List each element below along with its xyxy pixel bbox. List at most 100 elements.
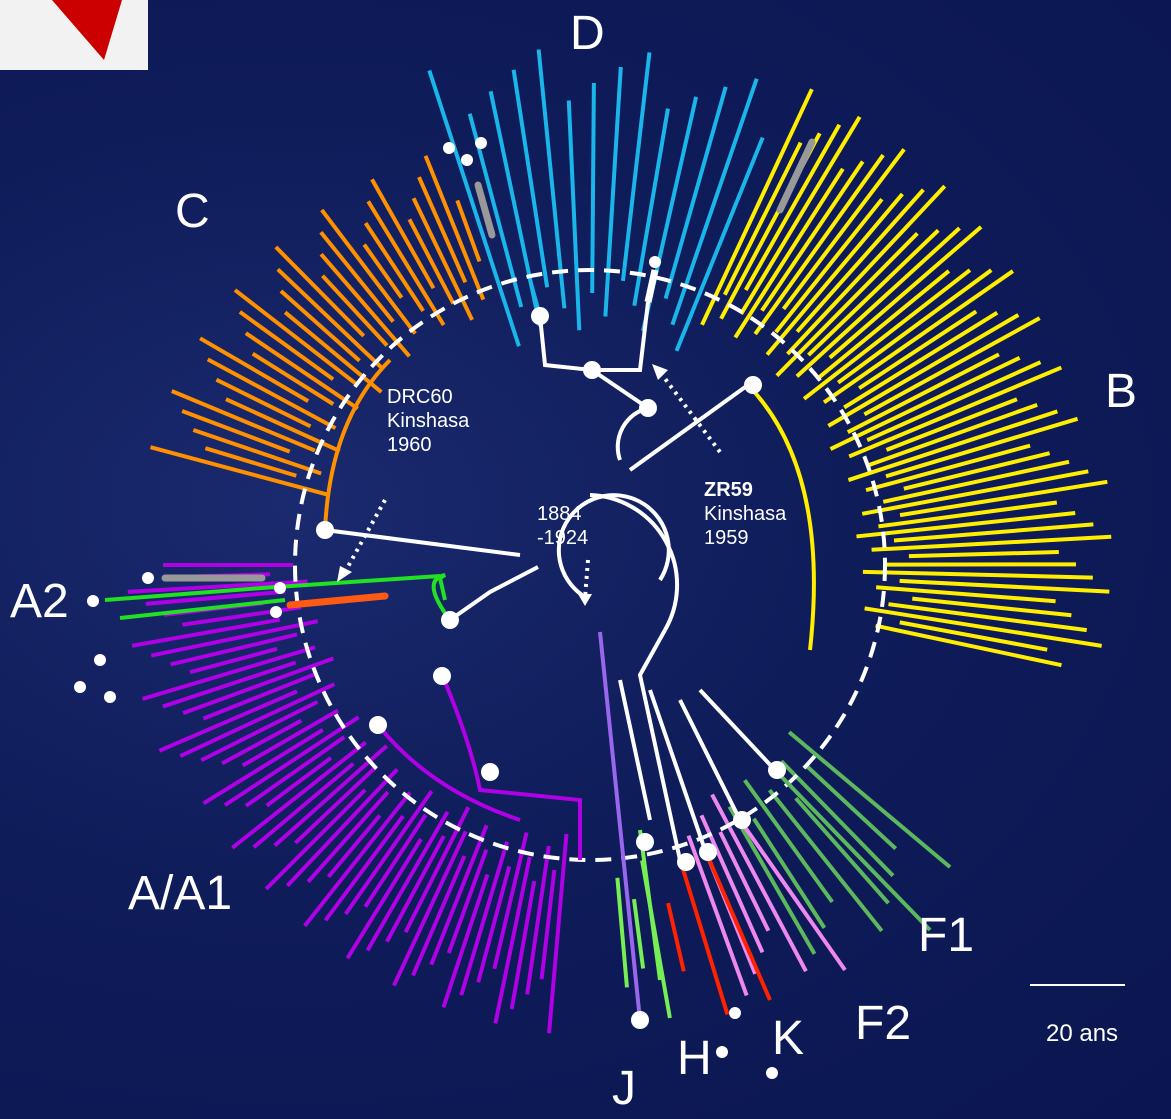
clade-label-b: B [1105, 365, 1138, 418]
scale-bar-line [1030, 984, 1125, 986]
tip-branch [733, 167, 845, 339]
clade-label-a-a1: A/A1 [128, 867, 233, 920]
tip-branch [459, 841, 510, 996]
clade-label-c: C [175, 185, 210, 238]
tip-branch [603, 66, 623, 317]
tip-branch [858, 309, 978, 390]
clade-a-substem [376, 723, 521, 822]
zr59-name: ZR59 [704, 479, 753, 501]
tip-branch [493, 856, 532, 1024]
tip-branch [836, 268, 993, 385]
tip-branch [786, 184, 947, 356]
tip-branch [888, 602, 1088, 633]
tip-branch [202, 728, 324, 806]
grey-marker-b [776, 138, 816, 214]
dashed-year-ring [293, 268, 887, 862]
tip-branch [241, 708, 339, 768]
tip-branch [863, 316, 1041, 417]
tip-branch [192, 428, 322, 476]
tip-branch [283, 310, 383, 394]
tip-branch [727, 805, 817, 955]
clade-a2-branch-2 [119, 598, 286, 620]
tip-branch [303, 791, 412, 928]
tip-branch [231, 740, 367, 850]
tip-branch [158, 689, 298, 753]
tip-branch [862, 569, 1093, 580]
tip-branch [476, 865, 512, 983]
tip-branch [441, 873, 490, 1008]
tip-branch [828, 225, 983, 360]
tip-branch [265, 756, 333, 808]
tip-branch [666, 902, 686, 972]
tip-branch [446, 849, 489, 954]
tip-branch [264, 788, 367, 891]
tip-branch [822, 269, 1015, 404]
tip-branch [875, 623, 1062, 668]
zr59-annotation: ZR59 Kinshasa 1959 [704, 478, 786, 550]
tip-branch [843, 310, 999, 410]
clade-j-branch [598, 631, 642, 1021]
clade-label-d: D [570, 7, 605, 60]
tip-branch [215, 377, 312, 429]
tip-branch [802, 268, 972, 401]
tip-branch [145, 589, 286, 606]
tip-branch [846, 352, 1000, 434]
tip-branch [363, 813, 428, 908]
dotted-arrows [343, 370, 722, 599]
tip-branch [511, 69, 550, 288]
drc60-place: Kinshasa [387, 410, 470, 432]
tip-branch [856, 511, 1076, 539]
tip-branch [170, 389, 316, 453]
tip-branch [566, 100, 582, 331]
tip-branch [615, 877, 629, 988]
clade-label-a2: A2 [10, 575, 69, 628]
tip-branch [370, 178, 436, 290]
clade-h-branch [638, 829, 662, 981]
root-arc-outer [589, 493, 680, 631]
tip-branch [787, 730, 952, 869]
tip-branch [723, 141, 803, 296]
clade-k-branch [703, 849, 772, 1001]
tip-branch [200, 700, 319, 763]
zr59-year: 1959 [704, 527, 749, 549]
tip-branch [233, 288, 359, 387]
tip-branch [885, 416, 1079, 479]
tip-branch [743, 778, 834, 904]
tip-branch [899, 578, 1110, 594]
tip-branch [864, 606, 1102, 648]
tip-branch [774, 197, 884, 334]
tip-branch [320, 208, 417, 335]
tip-branch [795, 188, 925, 334]
tip-branch [407, 218, 456, 305]
tip-branch [686, 834, 749, 997]
tip-branch [752, 817, 827, 929]
tip-branch [492, 832, 529, 970]
tip-branch [179, 682, 336, 758]
tip-branch [753, 153, 885, 336]
tip-branch [908, 550, 1059, 559]
tip-branch [775, 231, 919, 378]
grey-marker-d [474, 181, 496, 239]
tip-branch [294, 765, 377, 845]
tip-branch [279, 289, 361, 363]
arrow-heads [337, 364, 668, 606]
tip-branch [223, 715, 360, 807]
tip-branch [893, 522, 1094, 543]
tip-branch [912, 596, 1072, 618]
zr59-place: Kinshasa [704, 503, 787, 525]
tip-branch [847, 409, 1059, 482]
tip-branch [182, 656, 335, 715]
root-date-start: 1884 [537, 503, 582, 525]
tip-branch [765, 192, 904, 356]
tip-branch [768, 788, 884, 933]
tip-branch [427, 69, 521, 347]
orange-marker [286, 592, 389, 609]
tip-branch [344, 789, 434, 916]
clade-label-f2: F2 [855, 997, 912, 1050]
clade-f2-branch [738, 818, 847, 972]
scale-bar-label: 20 ans [1046, 1020, 1119, 1047]
tip-branch [363, 221, 425, 312]
tip-branch [816, 269, 951, 381]
tip-branch [321, 274, 389, 347]
